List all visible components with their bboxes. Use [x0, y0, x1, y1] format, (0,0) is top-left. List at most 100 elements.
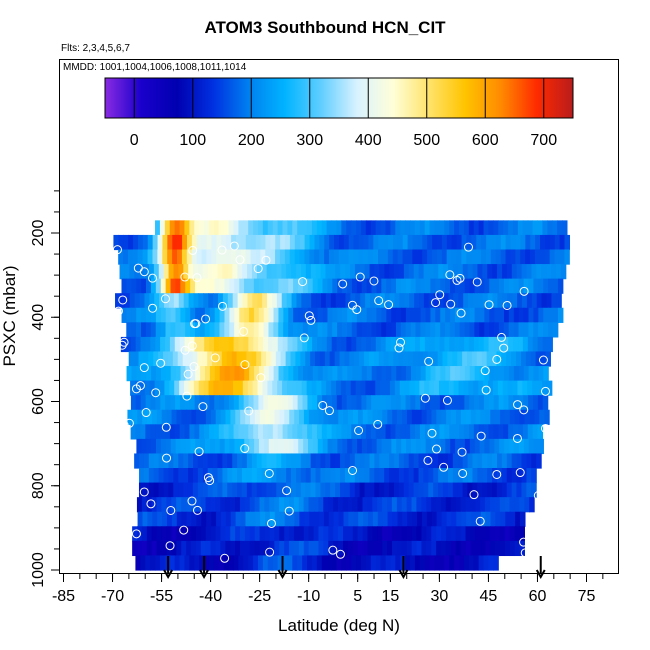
heatmap-cell — [389, 482, 395, 498]
heatmap-cell — [387, 409, 393, 425]
heatmap-cell — [355, 380, 362, 396]
heatmap-cell — [400, 424, 406, 440]
heatmap-cell — [284, 511, 291, 527]
heatmap-cell — [244, 540, 251, 557]
heatmap-cell — [165, 307, 172, 323]
heatmap-cell — [422, 249, 428, 265]
heatmap-cell — [460, 526, 467, 542]
heatmap-cell — [158, 264, 165, 280]
heatmap-cell — [335, 293, 342, 309]
heatmap-cell — [386, 307, 392, 323]
heatmap-cell — [509, 526, 516, 542]
heatmap-cell — [173, 264, 179, 280]
heatmap-cell — [399, 380, 406, 396]
heatmap-cell — [297, 322, 304, 338]
heatmap-cell — [261, 264, 268, 280]
heatmap-cell — [317, 278, 324, 294]
sample-point — [348, 465, 358, 475]
heatmap-cell — [231, 351, 238, 367]
heatmap-cell — [442, 351, 449, 367]
heatmap-cell — [431, 540, 437, 557]
heatmap-cell — [203, 380, 210, 396]
heatmap-cell — [332, 438, 339, 455]
heatmap-cell — [188, 293, 195, 309]
heatmap-cell — [509, 438, 515, 455]
heatmap-cell — [275, 351, 282, 367]
heatmap-cell — [304, 511, 310, 527]
heatmap-cell — [483, 555, 490, 571]
heatmap-cell — [261, 468, 268, 484]
heatmap-cell — [229, 438, 236, 455]
heatmap-cell — [183, 468, 189, 484]
heatmap-cell — [140, 555, 146, 571]
heatmap-cell — [332, 322, 338, 338]
heatmap-cell — [454, 555, 460, 571]
heatmap-cell — [367, 497, 373, 513]
heatmap-cell — [493, 220, 499, 236]
heatmap-cell — [471, 234, 477, 251]
heatmap-cell — [364, 468, 371, 484]
heatmap-cell — [212, 351, 218, 367]
heatmap-cell — [438, 468, 444, 484]
heatmap-cell — [264, 409, 271, 425]
heatmap-cell — [393, 351, 399, 367]
heatmap-cell — [269, 409, 276, 425]
heatmap-cell — [365, 555, 372, 571]
heatmap-cell — [146, 497, 153, 513]
heatmap-cell — [190, 307, 196, 323]
heatmap-cell — [174, 220, 181, 236]
heatmap-cell — [423, 482, 429, 498]
heatmap-cell — [533, 278, 539, 294]
heatmap-cell — [387, 526, 393, 542]
heatmap-cell — [293, 307, 299, 323]
heatmap-cell — [298, 438, 304, 455]
heatmap-cell — [371, 307, 378, 323]
heatmap-cell — [233, 336, 240, 353]
heatmap-cell — [428, 453, 434, 469]
heatmap-cell — [364, 264, 371, 280]
heatmap-cell — [538, 366, 544, 382]
heatmap-cell — [392, 540, 398, 557]
heatmap-cell — [523, 307, 530, 323]
sample-point — [192, 505, 202, 515]
heatmap-cell — [494, 322, 500, 338]
heatmap-cell — [436, 497, 442, 513]
heatmap-cell — [376, 395, 382, 411]
heatmap-cell — [224, 366, 231, 382]
heatmap-cell — [278, 395, 284, 411]
heatmap-cell — [404, 293, 410, 309]
heatmap-cell — [515, 234, 521, 251]
heatmap-cell — [543, 307, 549, 323]
heatmap-cell — [232, 264, 238, 280]
heatmap-cell — [248, 395, 255, 411]
heatmap-cell — [166, 409, 173, 425]
heatmap-cell — [529, 497, 535, 513]
heatmap-cell — [335, 482, 341, 498]
heatmap-cell — [295, 453, 302, 469]
heatmap-cell — [179, 220, 186, 236]
heatmap-cell — [161, 540, 168, 557]
heatmap-cell — [420, 395, 426, 411]
heatmap-cell — [421, 511, 428, 527]
heatmap-cell — [184, 424, 191, 440]
heatmap-cell — [289, 249, 296, 265]
sample-point — [533, 491, 543, 501]
heatmap-cell — [322, 278, 329, 294]
sample-point — [210, 353, 220, 363]
heatmap-cell — [525, 234, 531, 251]
heatmap-cell — [400, 322, 407, 338]
heatmap-cell — [359, 482, 366, 498]
heatmap-cell — [123, 249, 129, 265]
heatmap-cell — [263, 366, 270, 382]
heatmap-cell — [126, 278, 132, 294]
heatmap-cell — [227, 482, 233, 498]
heatmap-cell — [232, 468, 238, 484]
heatmap-cell — [376, 278, 382, 294]
heatmap-cell — [139, 293, 146, 309]
heatmap-cell — [292, 336, 298, 353]
heatmap-cell — [409, 220, 416, 236]
heatmap-cell — [482, 293, 489, 309]
heatmap-cell — [188, 264, 194, 280]
heatmap-cell — [316, 220, 323, 236]
heatmap-cell — [370, 555, 377, 571]
